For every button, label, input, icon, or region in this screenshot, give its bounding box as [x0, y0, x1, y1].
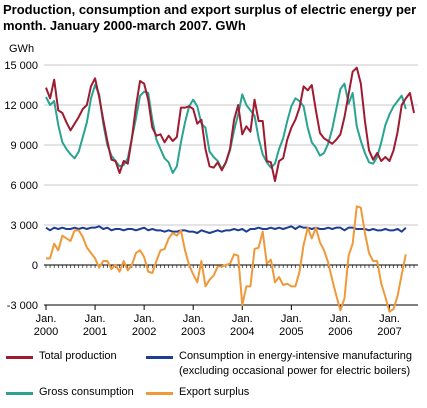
legend-swatch [146, 356, 173, 359]
x-tick-label-year: 2001 [83, 326, 107, 338]
legend-swatch [146, 392, 173, 395]
legend-label: Consumption in energy-intensive manufact… [179, 350, 412, 362]
legend-label: Export surplus [179, 386, 250, 398]
series-line-export-surplus [46, 205, 407, 313]
legend-swatch [6, 392, 33, 395]
legend-swatch [6, 356, 33, 359]
x-tick-label-year: 2007 [377, 326, 401, 338]
x-tick-label-month: Jan. [330, 313, 351, 325]
x-tick-label-month: Jan. [232, 313, 253, 325]
y-axis: -3 000 0 3 000 6 000 9 000 12 000 15 000 [4, 60, 38, 312]
x-axis: Jan.2000Jan.2001Jan.2002Jan.2003Jan.2004… [34, 265, 418, 338]
x-tick-label-year: 2005 [279, 326, 303, 338]
x-tick-label-year: 2000 [34, 326, 58, 338]
y-tick-label: 9 000 [10, 140, 38, 152]
y-tick-label: 15 000 [4, 60, 38, 72]
y-tick-label: 6 000 [10, 180, 38, 192]
legend-label-note: (excluding occasional power for electric… [179, 365, 411, 377]
x-tick-label-year: 2002 [132, 326, 156, 338]
x-tick-label-year: 2006 [328, 326, 352, 338]
series-lines [45, 66, 415, 313]
y-tick-label: 12 000 [4, 100, 38, 112]
y-axis-label: GWh [9, 43, 34, 55]
x-tick-label-year: 2004 [230, 326, 254, 338]
y-tick-label: 0 [32, 260, 38, 272]
x-tick-label-month: Jan. [379, 313, 400, 325]
legend-label: Total production [39, 350, 117, 362]
x-tick-label-month: Jan. [134, 313, 155, 325]
chart-title: Production, consumption and export surpl… [3, 2, 417, 33]
x-tick-label-month: Jan. [183, 313, 204, 325]
x-tick-label-month: Jan. [36, 313, 57, 325]
legend-label: Gross consumption [39, 386, 134, 398]
y-tick-label: -3 000 [7, 300, 38, 312]
x-tick-label-month: Jan. [281, 313, 302, 325]
series-line-consumption-in-energy-intensive-manufacturing [45, 225, 407, 234]
series-line-total-production [45, 66, 415, 182]
x-tick-label-year: 2003 [181, 326, 205, 338]
y-tick-label: 3 000 [10, 220, 38, 232]
x-tick-label-month: Jan. [85, 313, 106, 325]
